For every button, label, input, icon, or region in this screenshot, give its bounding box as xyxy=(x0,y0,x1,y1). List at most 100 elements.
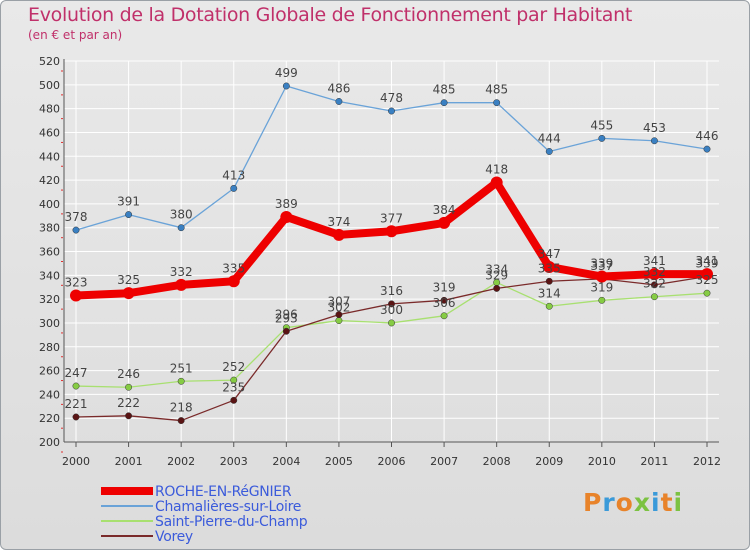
x-tick-label: 2011 xyxy=(640,455,668,468)
y-tick-label: 260 xyxy=(39,365,60,378)
data-point-chamali-res-sur-loire xyxy=(177,224,185,232)
logo-letter: x xyxy=(633,488,651,517)
data-point-chamali-res-sur-loire xyxy=(440,99,448,107)
data-label-saint-pierre-du-champ: 322 xyxy=(643,277,666,291)
data-label-saint-pierre-du-champ: 302 xyxy=(327,301,350,315)
data-label-chamali-res-sur-loire: 499 xyxy=(275,66,298,80)
chart-title: Evolution de la Dotation Globale de Fonc… xyxy=(28,4,633,26)
legend-label-saint-pierre-du-champ: Saint-Pierre-du-Champ xyxy=(155,514,308,530)
data-label-vorey: 235 xyxy=(222,380,245,394)
x-tick-label: 2008 xyxy=(483,455,511,468)
data-point-saint-pierre-du-champ xyxy=(230,376,238,384)
data-point-chamali-res-sur-loire xyxy=(388,107,395,115)
legend-swatch-roche-en-regnier xyxy=(101,487,153,495)
data-point-roche-en-r-gnier xyxy=(227,275,240,288)
y-tick-label: 340 xyxy=(39,269,60,282)
y-tick-label: 400 xyxy=(39,198,60,211)
y-tick-label: 520 xyxy=(39,55,60,68)
y-tick-label: 480 xyxy=(39,103,60,116)
data-label-chamali-res-sur-loire: 446 xyxy=(696,129,719,143)
data-label-roche-en-r-gnier: 341 xyxy=(696,254,719,268)
y-tick-label: 320 xyxy=(39,293,60,306)
data-point-chamali-res-sur-loire xyxy=(335,98,343,105)
data-label-saint-pierre-du-champ: 251 xyxy=(170,361,193,375)
data-point-saint-pierre-du-champ xyxy=(545,302,553,310)
x-tick-label: 2012 xyxy=(693,455,721,468)
data-point-roche-en-r-gnier xyxy=(595,270,608,283)
data-point-roche-en-r-gnier xyxy=(332,228,345,241)
y-tick-label: 200 xyxy=(39,436,60,449)
data-label-roche-en-r-gnier: 377 xyxy=(380,211,403,225)
data-label-chamali-res-sur-loire: 455 xyxy=(590,118,613,132)
x-tick-label: 2002 xyxy=(167,455,195,468)
data-label-vorey: 339 xyxy=(696,257,719,271)
data-point-chamali-res-sur-loire xyxy=(125,211,133,219)
x-tick-label: 2001 xyxy=(115,455,143,468)
data-point-saint-pierre-du-champ xyxy=(440,312,448,320)
data-label-vorey: 293 xyxy=(275,311,298,325)
data-point-roche-en-r-gnier xyxy=(543,260,556,273)
data-point-roche-en-r-gnier xyxy=(122,287,135,300)
data-point-roche-en-r-gnier xyxy=(648,268,661,281)
data-label-saint-pierre-du-champ: 314 xyxy=(538,286,561,300)
y-tick-label: 280 xyxy=(39,341,60,354)
data-label-roche-en-r-gnier: 325 xyxy=(117,273,140,287)
x-tick-label: 2007 xyxy=(430,455,458,468)
data-point-saint-pierre-du-champ xyxy=(703,289,711,297)
y-tick-label: 300 xyxy=(39,317,60,330)
proxiti-logo: Proxiti xyxy=(583,488,683,517)
data-point-saint-pierre-du-champ xyxy=(388,319,395,327)
x-tick-label: 2010 xyxy=(588,455,616,468)
data-label-vorey: 335 xyxy=(538,261,561,275)
legend-label-roche-en-regnier: ROCHE-EN-RéGNIER xyxy=(155,484,292,500)
data-point-vorey xyxy=(388,300,395,308)
legend-label-chamalieres-sur-loire: Chamalières-sur-Loire xyxy=(155,499,302,515)
data-point-roche-en-r-gnier xyxy=(438,216,451,229)
data-label-roche-en-r-gnier: 335 xyxy=(222,261,245,275)
data-label-vorey: 218 xyxy=(170,401,193,415)
data-point-roche-en-r-gnier xyxy=(70,289,82,302)
x-tick-label: 2006 xyxy=(378,455,406,468)
data-label-saint-pierre-du-champ: 296 xyxy=(275,308,298,322)
data-point-chamali-res-sur-loire xyxy=(598,134,606,142)
data-label-saint-pierre-du-champ: 246 xyxy=(117,367,140,381)
data-point-vorey xyxy=(72,413,80,421)
data-label-vorey: 337 xyxy=(590,259,613,273)
data-label-chamali-res-sur-loire: 444 xyxy=(538,131,561,145)
x-tick-label: 2000 xyxy=(62,455,90,468)
y-tick-label: 380 xyxy=(39,222,60,235)
data-point-vorey xyxy=(650,281,658,289)
legend-swatch-vorey xyxy=(101,535,153,537)
y-tick-label: 440 xyxy=(39,150,60,163)
logo-letter: i xyxy=(651,488,661,517)
data-point-chamali-res-sur-loire xyxy=(545,148,553,155)
data-point-vorey xyxy=(125,412,133,420)
data-label-roche-en-r-gnier: 347 xyxy=(538,247,561,261)
x-tick-label: 2009 xyxy=(535,455,563,468)
data-label-chamali-res-sur-loire: 478 xyxy=(380,91,403,105)
data-point-vorey xyxy=(545,277,553,285)
data-point-saint-pierre-du-champ xyxy=(650,293,658,301)
data-label-vorey: 332 xyxy=(643,265,666,279)
data-label-chamali-res-sur-loire: 485 xyxy=(485,83,508,97)
data-label-chamali-res-sur-loire: 413 xyxy=(222,168,245,182)
data-label-chamali-res-sur-loire: 380 xyxy=(170,208,193,222)
legend-swatch-saint-pierre-du-champ xyxy=(101,520,153,522)
data-point-saint-pierre-du-champ xyxy=(125,383,133,391)
data-label-roche-en-r-gnier: 341 xyxy=(643,254,666,268)
data-point-roche-en-r-gnier xyxy=(280,210,293,223)
data-label-saint-pierre-du-champ: 334 xyxy=(485,262,508,276)
data-point-saint-pierre-du-champ xyxy=(598,296,606,304)
y-tick-label: 360 xyxy=(39,246,60,259)
logo-letter: o xyxy=(615,488,634,517)
data-label-vorey: 329 xyxy=(485,268,508,282)
data-point-vorey xyxy=(282,327,290,335)
logo-letter: t xyxy=(660,488,674,517)
data-point-vorey xyxy=(335,311,343,319)
data-label-saint-pierre-du-champ: 247 xyxy=(65,366,88,380)
data-label-chamali-res-sur-loire: 486 xyxy=(327,81,350,95)
data-label-roche-en-r-gnier: 374 xyxy=(327,215,350,229)
y-tick-label: 240 xyxy=(39,388,60,401)
